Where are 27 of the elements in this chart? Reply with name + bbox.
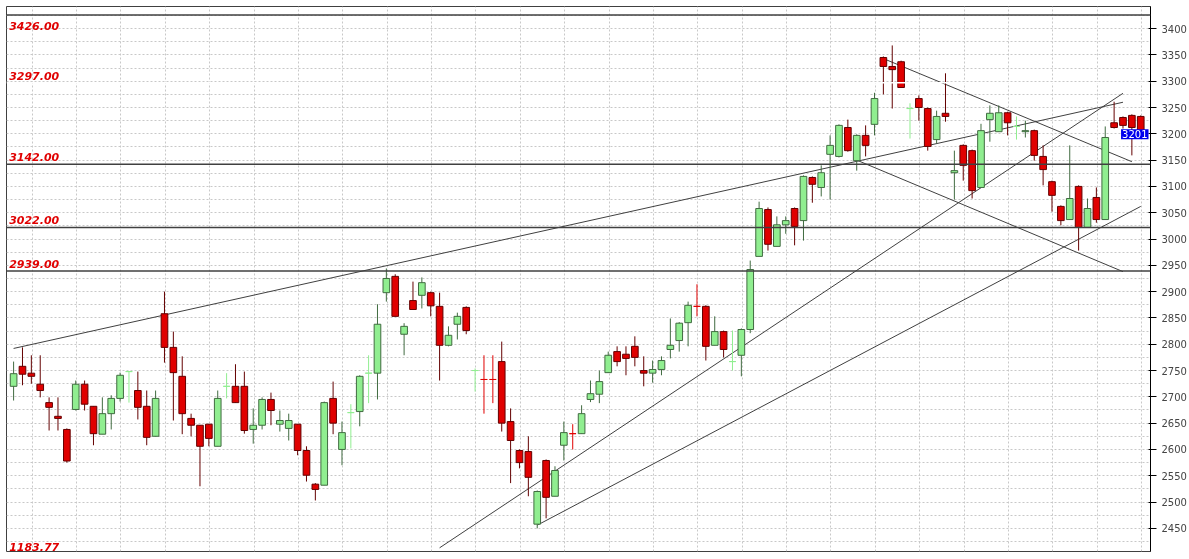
y-tick-label: 2650 xyxy=(1161,418,1187,430)
y-tick-label: 3050 xyxy=(1161,207,1187,219)
y-tick-label: 3350 xyxy=(1161,49,1187,61)
y-tick-label: 2900 xyxy=(1161,286,1187,298)
y-tick-label: 2600 xyxy=(1161,444,1187,456)
y-tick-label: 2450 xyxy=(1161,523,1187,535)
y-tick-label: 2950 xyxy=(1161,260,1187,272)
ref-line-label: 3022.00 xyxy=(9,214,60,228)
annotation: 3201 xyxy=(1122,129,1148,141)
y-tick-label: 2800 xyxy=(1161,339,1187,351)
y-tick-label: 2700 xyxy=(1161,391,1187,403)
y-tick-label: 3000 xyxy=(1161,234,1187,246)
y-tick-label: 3150 xyxy=(1161,155,1187,167)
annotation: 1183.77 xyxy=(9,540,60,554)
y-tick-label: 2550 xyxy=(1161,470,1187,482)
ref-line-label: 3142.00 xyxy=(9,151,60,165)
y-tick-label: 2850 xyxy=(1161,312,1187,324)
y-tick-label: 2750 xyxy=(1161,365,1187,377)
ref-line-label: 3426.00 xyxy=(9,19,60,33)
y-tick-label: 3200 xyxy=(1161,128,1187,140)
ref-line-label: 3297.00 xyxy=(9,69,60,83)
y-tick-label: 2500 xyxy=(1161,497,1187,509)
y-tick-label: 3300 xyxy=(1161,76,1187,88)
y-tick-label: 3100 xyxy=(1161,181,1187,193)
y-tick-label: 3400 xyxy=(1161,23,1187,35)
y-tick-label: 3250 xyxy=(1161,102,1187,114)
ref-line-label: 2939.00 xyxy=(9,258,60,272)
